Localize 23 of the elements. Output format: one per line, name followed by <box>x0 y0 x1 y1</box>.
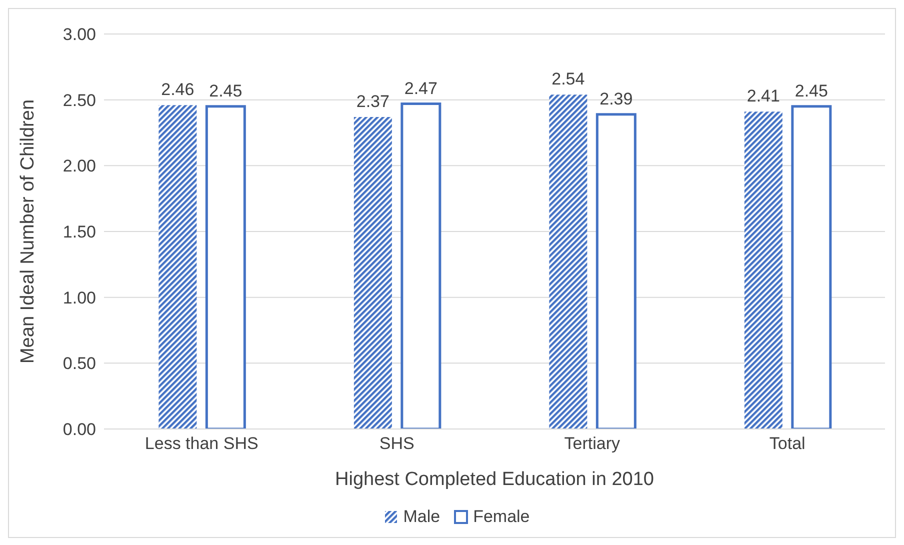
legend-label: Male <box>403 507 440 527</box>
legend-label: Female <box>473 507 530 527</box>
data-label: 2.41 <box>746 86 780 106</box>
y-tick-label: 3.00 <box>62 25 96 44</box>
x-axis-title: Highest Completed Education in 2010 <box>335 469 654 490</box>
y-axis-title: Mean Ideal Number of Children <box>18 99 39 364</box>
y-tick-label: 1.00 <box>62 288 96 308</box>
x-tick-label: Tertiary <box>564 434 620 454</box>
data-label: 2.39 <box>600 89 633 108</box>
data-label: 2.54 <box>552 70 585 89</box>
y-tick-label: 0.00 <box>62 420 96 440</box>
x-tick-label: Total <box>769 434 806 454</box>
y-tick-label: 1.50 <box>62 222 96 242</box>
data-label: 2.45 <box>209 81 242 100</box>
data-label: 2.45 <box>794 81 828 100</box>
y-tick-label: 2.00 <box>62 156 96 176</box>
x-tick-label: Less than SHS <box>144 434 258 454</box>
y-tick-label: 2.50 <box>62 90 96 110</box>
data-label: 2.47 <box>404 78 438 98</box>
y-tick-label: 0.50 <box>62 354 96 374</box>
x-tick-label: SHS <box>379 434 414 454</box>
data-label: 2.37 <box>356 92 390 111</box>
data-label: 2.46 <box>161 80 194 100</box>
